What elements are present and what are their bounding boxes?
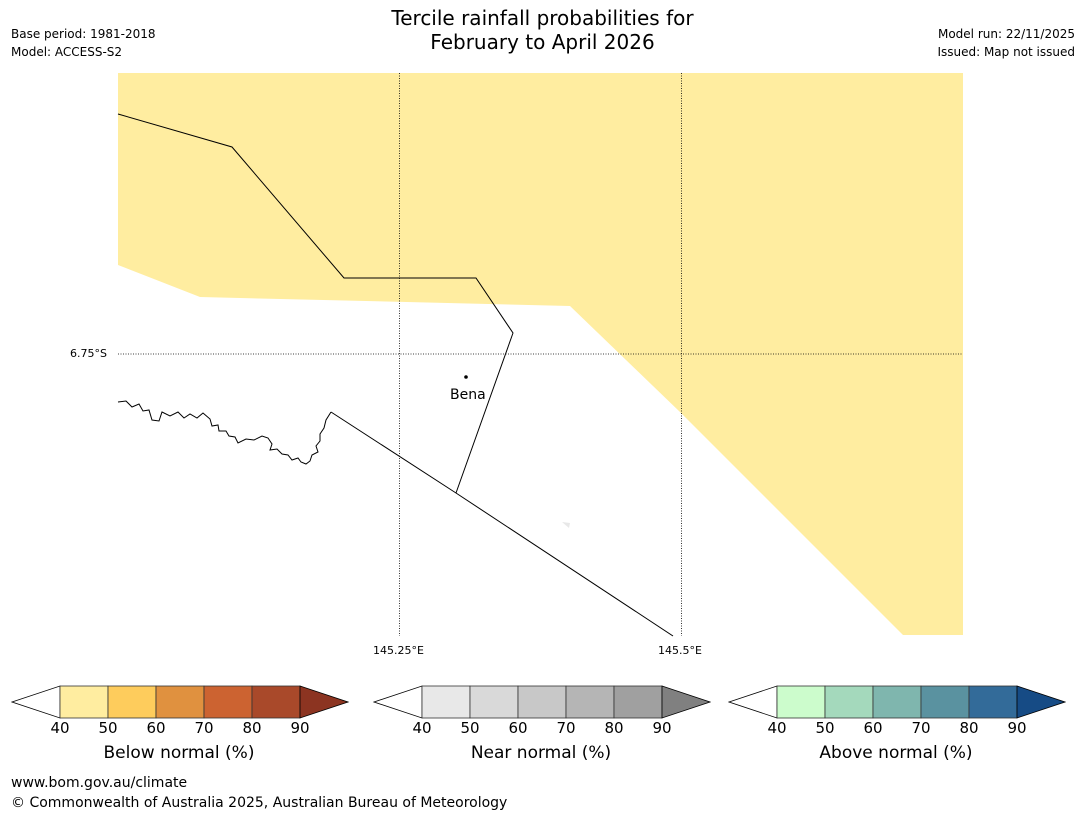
town-marker xyxy=(464,375,468,379)
colorbar-title: Near normal (%) xyxy=(470,743,612,763)
colorbar-segment xyxy=(824,685,874,719)
colorbar-tick-label: 40 xyxy=(767,719,787,737)
colorbar-tick-label: 60 xyxy=(508,719,528,737)
colorbar-tick-label: 90 xyxy=(1007,719,1027,737)
colorbar-tick-label: 50 xyxy=(460,719,480,737)
district-boundary-north xyxy=(117,113,514,494)
colorbar-segment xyxy=(107,685,157,719)
colorbar-tick-label: 50 xyxy=(815,719,835,737)
colorbar-1 xyxy=(11,685,349,719)
latitude-label: 6.75°S xyxy=(70,347,107,360)
colorbar-segment xyxy=(251,685,301,719)
title-line-2: February to April 2026 xyxy=(430,30,655,54)
model-name: Model: ACCESS-S2 xyxy=(11,45,123,59)
colorbar-tick-label: 80 xyxy=(242,719,262,737)
colorbar-segment xyxy=(155,685,205,719)
colorbar-upper-extend xyxy=(1016,685,1066,719)
colorbar-tick-label: 40 xyxy=(412,719,432,737)
model-run: Model run: 22/11/2025 xyxy=(937,27,1075,41)
colorbar-tick-label: 60 xyxy=(146,719,166,737)
colorbar-segment xyxy=(872,685,922,719)
footer-copyright: © Commonwealth of Australia 2025, Austra… xyxy=(11,795,508,811)
colorbar-title: Below normal (%) xyxy=(103,743,255,763)
small-shading-patch xyxy=(562,522,570,528)
colorbar-segment xyxy=(776,685,826,719)
colorbar-title: Above normal (%) xyxy=(819,743,973,763)
colorbar-lower-extend xyxy=(373,685,423,719)
colorbar-lower-extend xyxy=(728,685,778,719)
river-boundary xyxy=(117,400,332,465)
colorbar-segment xyxy=(613,685,663,719)
colorbar-segment xyxy=(517,685,567,719)
colorbar-segment xyxy=(203,685,253,719)
colorbar-upper-extend xyxy=(299,685,349,719)
issued-status: Issued: Map not issued xyxy=(937,45,1075,59)
meta-left: Base period: 1981-2018 Model: ACCESS-S2 xyxy=(11,25,156,61)
colorbar-tick-label: 80 xyxy=(959,719,979,737)
footer-url[interactable]: www.bom.gov.au/climate xyxy=(11,775,188,791)
colorbar-3 xyxy=(728,685,1066,719)
colorbar-segment xyxy=(920,685,970,719)
colorbar-tick-label: 70 xyxy=(194,719,214,737)
colorbar-tick-label: 60 xyxy=(863,719,883,737)
title-line-1: Tercile rainfall probabilities for xyxy=(391,6,694,30)
district-boundary-south xyxy=(330,411,674,637)
base-period: Base period: 1981-2018 xyxy=(11,27,156,41)
colorbar-upper-extend xyxy=(661,685,711,719)
colorbar-2 xyxy=(373,685,711,719)
longitude-label-145-5: 145.5°E xyxy=(658,644,702,657)
colorbar-tick-label: 90 xyxy=(652,719,672,737)
colorbar-segment xyxy=(565,685,615,719)
colorbar-segment xyxy=(59,685,109,719)
map-title: Tercile rainfall probabilities for Febru… xyxy=(0,6,1085,54)
colorbar-segment xyxy=(469,685,519,719)
colorbar-lower-extend xyxy=(11,685,61,719)
colorbar-tick-label: 70 xyxy=(911,719,931,737)
place-label-bena: Bena xyxy=(450,387,486,403)
colorbar-tick-label: 90 xyxy=(290,719,310,737)
colorbar-segment xyxy=(421,685,471,719)
below-normal-shading xyxy=(118,73,963,635)
colorbar-tick-label: 80 xyxy=(604,719,624,737)
colorbar-segment xyxy=(968,685,1018,719)
colorbar-tick-label: 70 xyxy=(556,719,576,737)
longitude-label-145-25: 145.25°E xyxy=(373,644,424,657)
colorbar-tick-label: 40 xyxy=(50,719,70,737)
colorbar-tick-label: 50 xyxy=(98,719,118,737)
meta-right: Model run: 22/11/2025 Issued: Map not is… xyxy=(937,25,1075,61)
